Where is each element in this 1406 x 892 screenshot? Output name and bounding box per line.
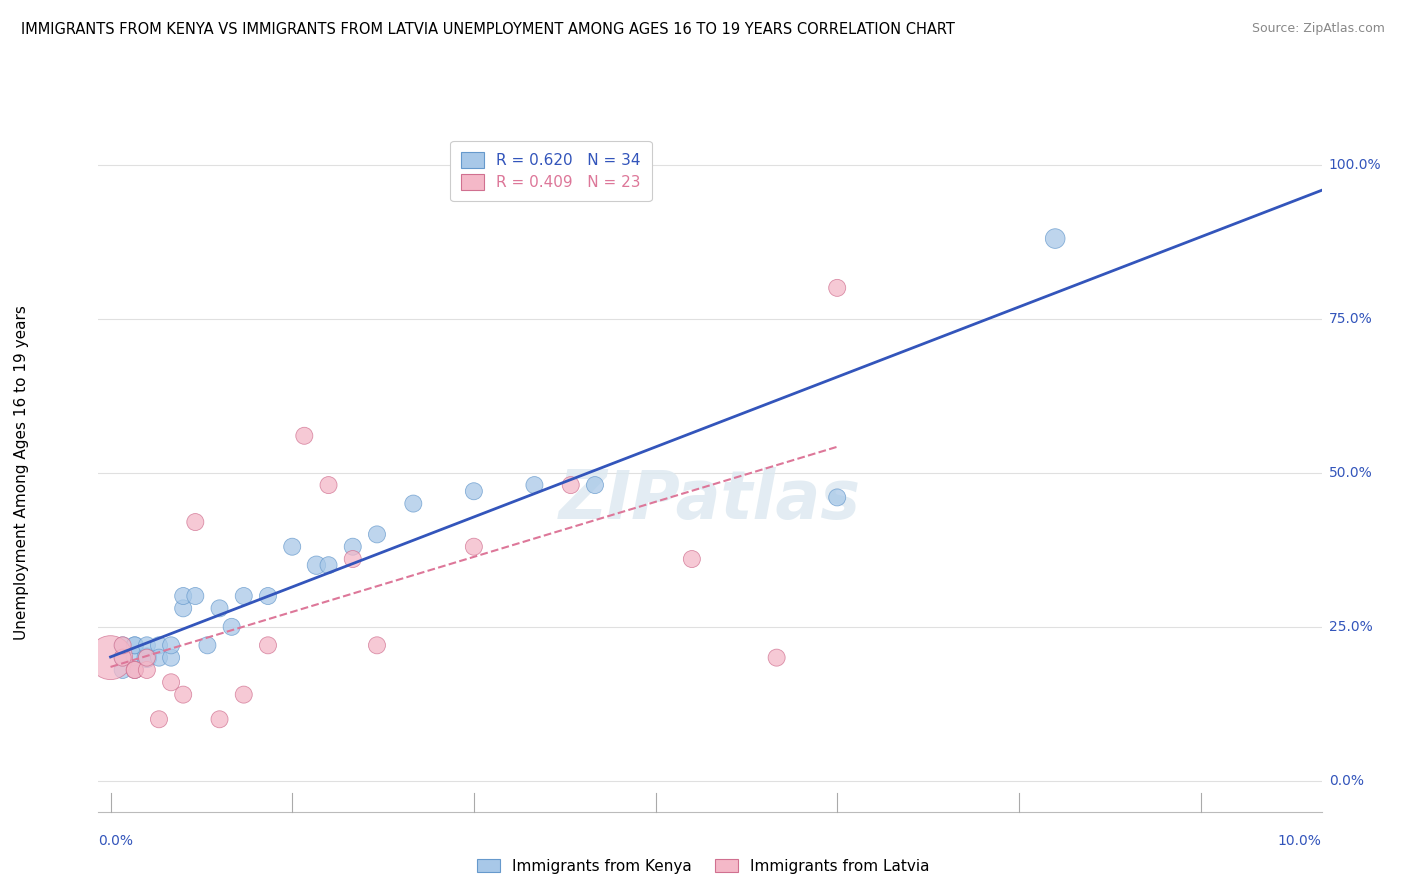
Point [111,638,134,652]
Point [825,491,848,505]
Point [135,650,157,665]
Point [124,638,146,652]
Point [124,663,146,677]
Point [172,589,194,603]
Point [583,478,606,492]
Point [160,638,183,652]
Point [111,650,134,665]
Point [111,663,134,677]
Point [148,650,170,665]
Text: 0.0%: 0.0% [98,834,134,848]
Point [208,601,231,615]
Point [523,478,546,492]
Point [463,484,485,499]
Point [232,688,254,702]
Point [111,650,134,665]
Text: 100.0%: 100.0% [1329,158,1381,171]
Point [197,638,219,652]
Point [100,650,122,665]
Point [257,589,280,603]
Point [124,663,146,677]
Point [366,638,388,652]
Point [135,650,157,665]
Point [148,638,170,652]
Point [172,688,194,702]
Text: Unemployment Among Ages 16 to 19 years: Unemployment Among Ages 16 to 19 years [14,305,28,640]
Point [221,620,243,634]
Point [111,650,134,665]
Point [463,540,485,554]
Point [184,515,207,529]
Point [160,675,183,690]
Point [172,601,194,615]
Text: 75.0%: 75.0% [1329,311,1372,326]
Text: ZIPatlas: ZIPatlas [560,467,860,533]
Point [111,638,134,652]
Point [305,558,328,573]
Point [825,281,848,295]
Point [135,638,157,652]
Text: 0.0%: 0.0% [1329,774,1364,788]
Point [366,527,388,541]
Point [124,663,146,677]
Point [208,712,231,726]
Text: 50.0%: 50.0% [1329,466,1372,480]
Point [342,540,364,554]
Point [1043,231,1066,245]
Point [232,589,254,603]
Point [318,558,340,573]
Point [281,540,304,554]
Point [124,638,146,652]
Point [342,552,364,566]
Point [257,638,280,652]
Text: Source: ZipAtlas.com: Source: ZipAtlas.com [1251,22,1385,36]
Point [765,650,787,665]
Point [135,663,157,677]
Point [318,478,340,492]
Legend: R = 0.620   N = 34, R = 0.409   N = 23: R = 0.620 N = 34, R = 0.409 N = 23 [450,142,651,201]
Point [402,497,425,511]
Point [160,650,183,665]
Point [681,552,703,566]
Point [184,589,207,603]
Text: IMMIGRANTS FROM KENYA VS IMMIGRANTS FROM LATVIA UNEMPLOYMENT AMONG AGES 16 TO 19: IMMIGRANTS FROM KENYA VS IMMIGRANTS FROM… [21,22,955,37]
Point [135,650,157,665]
Point [292,429,315,443]
Text: 10.0%: 10.0% [1278,834,1322,848]
Point [148,712,170,726]
Point [560,478,582,492]
Point [124,650,146,665]
Text: 25.0%: 25.0% [1329,620,1372,634]
Legend: Immigrants from Kenya, Immigrants from Latvia: Immigrants from Kenya, Immigrants from L… [471,853,935,880]
